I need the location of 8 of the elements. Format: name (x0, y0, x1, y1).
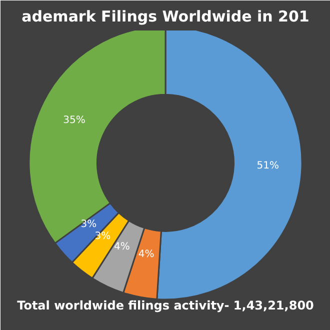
text: Total worldwide filings activity- 1,43,21,800 (17, 298, 314, 313)
data-label: 51% (256, 160, 279, 172)
data-label: 3% (80, 218, 97, 230)
data-label: 4% (138, 248, 154, 260)
data-label: 35% (63, 115, 86, 126)
data-label: 3% (94, 230, 111, 242)
data-label: 4% (114, 242, 130, 253)
chart-title: ademark Filings Worldwide in 201 (22, 8, 310, 26)
